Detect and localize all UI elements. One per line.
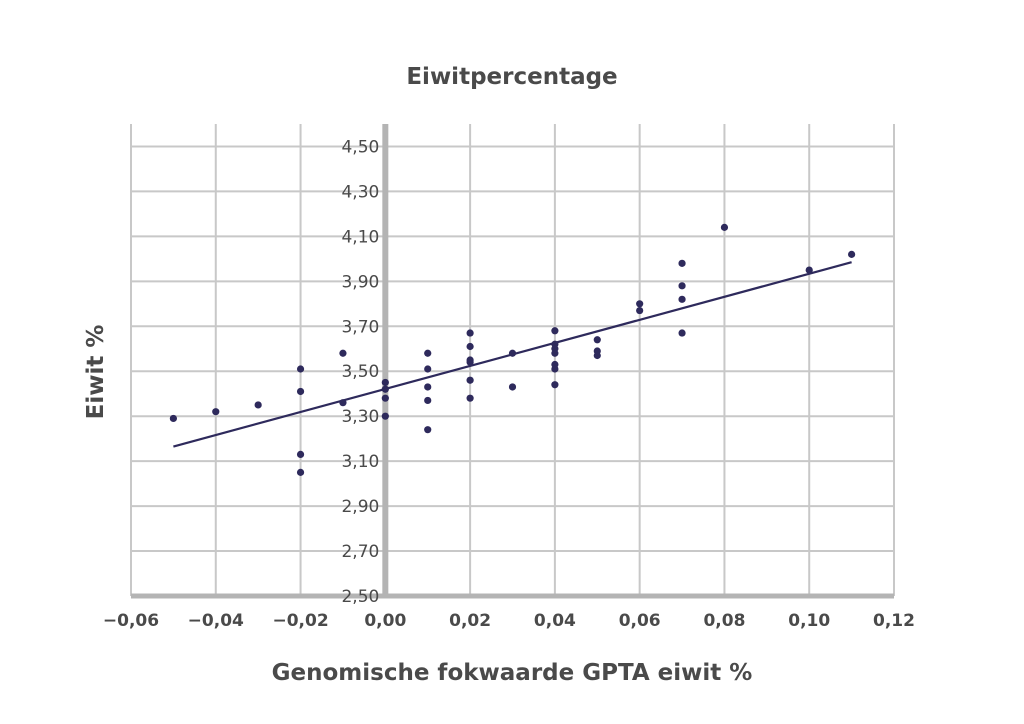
data-point [424,365,432,373]
x-tick-label: 0,00 [364,611,406,631]
y-tick-label: 4,30 [341,182,379,202]
data-point [296,387,305,396]
x-tick-label: 0,10 [788,611,830,631]
data-point [551,349,559,357]
data-point [254,401,262,409]
data-point [339,399,347,407]
data-point [466,394,474,402]
x-tick-label: −0,06 [103,611,159,631]
data-point [551,327,559,335]
data-point [466,329,474,337]
data-point [212,408,220,416]
x-axis-title: Genomische fokwaarde GPTA eiwit % [272,660,753,686]
data-point [508,349,517,357]
data-point [805,266,813,274]
y-tick-label: 4,10 [341,227,379,247]
data-point [636,306,644,315]
y-tick-label: 3,50 [341,362,379,382]
y-tick-label: 3,10 [341,452,379,472]
data-point [720,223,729,231]
data-point [339,349,347,357]
y-axis-title: Eiwit % [83,325,109,420]
x-tick-label: −0,02 [272,611,328,631]
axes [131,124,894,599]
data-point [296,468,305,476]
data-point [381,378,389,387]
data-point [381,385,389,393]
y-tick-label: 2,50 [341,587,379,607]
y-tick-label: 3,90 [341,272,379,292]
data-point [466,376,474,384]
data-points [169,223,856,476]
data-point [678,259,686,267]
data-point [296,450,305,458]
data-point [381,412,389,420]
x-tick-label: 0,12 [873,611,915,631]
data-point [424,426,432,434]
data-point [678,282,686,290]
data-point [424,349,432,357]
data-point [593,351,601,360]
data-point [848,250,856,258]
data-point [636,300,644,308]
x-tick-label: 0,02 [449,611,491,631]
x-tick-label: 0,08 [703,611,745,631]
data-point [593,336,601,344]
data-point [466,342,474,351]
chart-title: Eiwitpercentage [406,64,617,90]
x-tick-label: −0,04 [188,611,244,631]
data-point [551,381,559,389]
data-point [678,295,686,303]
data-point [678,329,686,337]
y-tick-label: 4,50 [341,137,379,157]
x-tick-label: 0,06 [619,611,661,631]
data-point [169,414,177,423]
data-point [508,383,517,391]
grid [130,124,895,596]
data-point [424,383,432,391]
data-point [296,365,305,373]
y-tick-label: 3,70 [341,317,379,337]
data-point [551,365,559,373]
data-point [381,394,389,402]
y-tick-label: 2,90 [341,497,379,517]
data-point [466,358,474,366]
y-tick-label: 2,70 [341,542,379,562]
data-point [424,396,432,405]
y-tick-label: 3,30 [341,407,379,427]
tick-labels: −0,06 −0,04 −0,02 0,00 0,02 0,04 0,06 0,08 0,10 0… [103,137,915,631]
x-tick-label: 0,04 [534,611,576,631]
